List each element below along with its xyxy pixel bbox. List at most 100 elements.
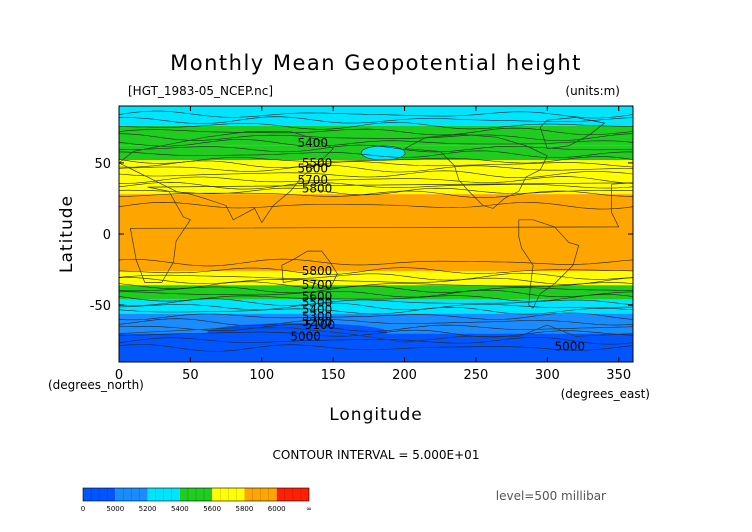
file-label: [HGT_1983-05_NCEP.nc] [128,84,273,98]
colorbar: 0 5000 5200 5400 5600 5800 6000 ∞ [81,487,312,513]
contour-line [119,133,633,141]
contour-line [119,289,633,298]
contour-line [119,329,633,338]
color-band [119,168,633,186]
contour-line [119,150,633,159]
contour-line [119,318,633,326]
color-band [119,185,633,195]
x-tick-label: 300 [535,368,560,383]
contour-line [119,312,633,321]
coastline [518,219,580,309]
coastline [119,324,633,343]
colorbar-tick-label: 0 [81,505,85,513]
contour-label: 5100 [305,318,336,332]
contour-line [119,127,633,136]
contour-line [119,337,633,345]
coastline [539,117,606,150]
contour-line [119,298,633,306]
y-tick-label: -50 [90,299,111,314]
contour-line [119,110,633,119]
x-tick-label: 150 [321,368,346,383]
x-tick-label: 0 [115,368,123,383]
contour-line [119,122,633,130]
coastline [119,131,334,224]
contour-label: 5500 [302,295,333,309]
coastline [129,182,633,283]
y-axis: 50 0 -50 [90,157,633,314]
contour-line [119,306,633,315]
coastline [404,134,548,209]
x-tick-label: 200 [392,368,417,383]
color-bands [119,106,633,362]
colorbar-swatch [115,488,148,501]
color-band [119,270,633,286]
contour-line [119,160,633,169]
contour-label: 5800 [302,181,333,195]
contour-label: 5300 [302,309,333,323]
x-tick-label: 50 [182,368,199,383]
contour-line [119,281,633,289]
contour-label: 5800 [302,264,333,278]
contour-line [119,139,633,147]
contour-line [119,294,633,302]
contour-line [119,116,633,124]
contour-label: 5600 [297,162,328,176]
colorbar-tick-label: 5800 [236,505,254,513]
contour-label: 5200 [302,315,333,329]
contour-line [119,187,633,196]
colorbar-swatch [276,488,309,501]
y-tick-label: 0 [103,228,111,243]
contour-label: 5000 [290,329,321,343]
y-tick-label: 50 [94,157,111,172]
contour-label-group: 5400550056005700580058005700560055005400… [290,136,585,353]
colorbar-swatch [147,488,180,501]
contour-label: 5000 [554,339,585,353]
colorbar-swatch [179,488,213,501]
contour-label: 5700 [297,173,328,187]
contour-line [119,324,633,332]
color-band [119,194,633,271]
contour-line [119,170,633,178]
contour-label: 5500 [302,156,333,170]
colorbar-tick-label: 6000 [268,505,286,513]
level-text: level=500 millibar [496,489,606,503]
contour-line [119,258,633,267]
color-band [119,125,633,146]
x-axis-label: Longitude [329,405,423,425]
contour-label: 5400 [297,136,328,150]
low-pressure-blob [360,145,406,161]
contour-interval-text: CONTOUR INTERVAL = 5.000E+01 [273,448,480,462]
y-unit-label: (degrees_north) [48,378,144,392]
x-tick-label: 350 [606,368,631,383]
x-tick-label: 100 [249,368,274,383]
contour-line [119,190,633,198]
contour-line [119,277,633,285]
colorbar-frame [82,487,310,502]
units-label: (units:m) [565,84,620,98]
contour-line [119,201,633,210]
color-band [119,106,633,126]
contour-label: 5700 [302,278,333,292]
coastlines [119,117,633,343]
x-tick-label: 250 [464,368,489,383]
colorbar-tick-label: 5600 [203,505,221,513]
colorbar-tick-label: 5200 [139,505,157,513]
contour-line [119,164,633,173]
contour-line [119,344,633,352]
plot-area: 5400550056005700580058005700560055005400… [119,106,633,362]
x-axis: 0 50 100 150 200 250 300 350 [115,106,631,383]
contour-label: 5600 [302,290,333,304]
colorbar-swatch [212,488,245,501]
colorbar-swatch [244,488,277,501]
contour-line [119,267,633,275]
color-band [119,160,633,169]
x-unit-label: (degrees_east) [561,387,650,401]
contour-line [119,176,633,184]
colorbar-tick-label: 5400 [171,505,189,513]
colorbar-tick-label: ∞ [306,505,312,513]
contour-line [119,272,633,281]
contour-line [119,181,633,190]
coastline [281,250,338,289]
contour-line [119,156,633,164]
